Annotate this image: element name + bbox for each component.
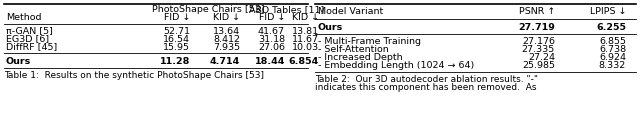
Text: 27.176: 27.176 xyxy=(522,36,555,46)
Text: 6.738: 6.738 xyxy=(599,44,626,53)
Text: 13.64: 13.64 xyxy=(213,27,240,35)
Text: FID ↓: FID ↓ xyxy=(259,13,285,22)
Text: 6.924: 6.924 xyxy=(599,52,626,61)
Text: Ours: Ours xyxy=(318,22,343,32)
Text: Model Variant: Model Variant xyxy=(318,7,383,16)
Text: 31.18: 31.18 xyxy=(258,35,285,44)
Text: 15.95: 15.95 xyxy=(163,42,190,52)
Text: EG3D [6]: EG3D [6] xyxy=(6,35,49,44)
Text: Ours: Ours xyxy=(6,56,31,66)
Text: - Embedding Length (1024 → 64): - Embedding Length (1024 → 64) xyxy=(318,61,474,69)
Text: 27.719: 27.719 xyxy=(518,22,555,32)
Text: DiffRF [45]: DiffRF [45] xyxy=(6,42,57,52)
Text: 8.332: 8.332 xyxy=(599,61,626,69)
Text: 7.935: 7.935 xyxy=(213,42,240,52)
Text: PhotoShape Chairs [53]: PhotoShape Chairs [53] xyxy=(152,5,265,15)
Text: LPIPS ↓: LPIPS ↓ xyxy=(589,7,626,16)
Text: FID ↓: FID ↓ xyxy=(164,13,190,22)
Text: 41.67: 41.67 xyxy=(258,27,285,35)
Text: Method: Method xyxy=(6,13,42,22)
Text: 4.714: 4.714 xyxy=(210,56,240,66)
Text: ABO Tables [11]: ABO Tables [11] xyxy=(250,5,324,15)
Text: 27.24: 27.24 xyxy=(528,52,555,61)
Text: - Increased Depth: - Increased Depth xyxy=(318,52,403,61)
Text: KID ↓: KID ↓ xyxy=(213,13,240,22)
Text: KID ↓: KID ↓ xyxy=(292,13,319,22)
Text: - Self-Attention: - Self-Attention xyxy=(318,44,388,53)
Text: 52.71: 52.71 xyxy=(163,27,190,35)
Text: 18.44: 18.44 xyxy=(255,56,285,66)
Text: PSNR ↑: PSNR ↑ xyxy=(518,7,555,16)
Text: 27.06: 27.06 xyxy=(258,42,285,52)
Text: 11.67: 11.67 xyxy=(292,35,319,44)
Text: 10.03: 10.03 xyxy=(292,42,319,52)
Text: 6.855: 6.855 xyxy=(599,36,626,46)
Text: Table 2:  Our 3D autodecoder ablation results. "-": Table 2: Our 3D autodecoder ablation res… xyxy=(315,75,538,84)
Text: 27.335: 27.335 xyxy=(522,44,555,53)
Text: 8.412: 8.412 xyxy=(213,35,240,44)
Text: - Multi-Frame Training: - Multi-Frame Training xyxy=(318,36,421,46)
Text: 6.255: 6.255 xyxy=(596,22,626,32)
Text: π-GAN [5]: π-GAN [5] xyxy=(6,27,53,35)
Text: 11.28: 11.28 xyxy=(159,56,190,66)
Text: 13.81: 13.81 xyxy=(292,27,319,35)
Text: Table 1:  Results on the synthetic PhotoShape Chairs [53]: Table 1: Results on the synthetic PhotoS… xyxy=(4,72,264,81)
Text: 16.54: 16.54 xyxy=(163,35,190,44)
Text: 25.985: 25.985 xyxy=(522,61,555,69)
Text: indicates this component has been removed.  As: indicates this component has been remove… xyxy=(315,83,536,92)
Text: 6.854: 6.854 xyxy=(289,56,319,66)
